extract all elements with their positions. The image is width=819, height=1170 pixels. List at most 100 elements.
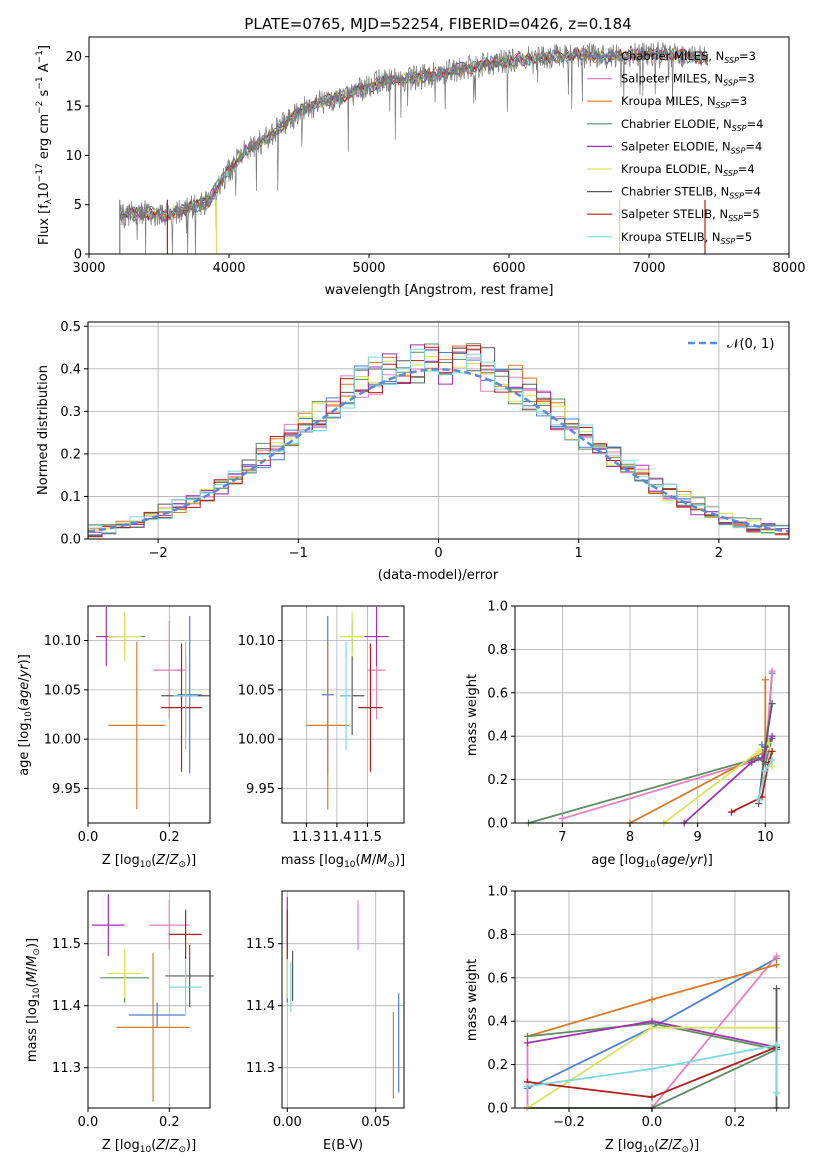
weight-point-marker — [761, 676, 769, 684]
xtick-label: 11.5 — [353, 830, 382, 845]
ytick-label: 10.00 — [238, 733, 275, 748]
weight-z-xlabel: Z [log10(Z/Z⊙)] — [605, 1138, 699, 1155]
legend-label: Kroupa ELODIE, NSSP=4 — [621, 162, 755, 178]
weight-point-marker — [773, 961, 781, 969]
ytick-label: 10.10 — [238, 634, 275, 649]
age-vs-mass-panel: 11.3 11.4 11.5 9.95 10.00 10.05 10.10 mass [lo… — [238, 605, 405, 870]
ytick-label: 0.0 — [487, 1102, 508, 1117]
weight-series-line — [562, 671, 773, 820]
ytick-label: 0.2 — [487, 1058, 508, 1073]
weight-point-marker — [558, 815, 566, 823]
ytick-label: 1.0 — [487, 600, 508, 615]
ytick-label: 0.2 — [487, 773, 508, 788]
ytick-label: 9.95 — [52, 782, 81, 797]
weight-point-marker — [648, 1024, 656, 1032]
ytick-label: 0.2 — [60, 447, 81, 462]
legend-label: Salpeter STELIB, NSSP=5 — [621, 207, 760, 223]
ytick-label: 10.05 — [44, 683, 81, 698]
xtick-label: 0.2 — [159, 1115, 180, 1130]
xtick-label: 0.2 — [159, 830, 180, 845]
xtick-label: −0.2 — [553, 1115, 585, 1130]
age-mass-xlabel: mass [log10(M/M⊙)] — [281, 853, 405, 870]
legend-label: Salpeter MILES, NSSP=3 — [621, 72, 755, 88]
ytick-label: 0.0 — [60, 533, 81, 548]
weight-point-marker — [648, 1065, 656, 1073]
weight-point-marker — [523, 1032, 531, 1040]
xtick-label: 6000 — [492, 261, 525, 276]
ytick-label: 11.3 — [52, 1061, 81, 1076]
spectrum-panel: 3000 4000 5000 6000 7000 8000 0 5 10 15 20 wavelen… — [35, 36, 806, 298]
weight-point-marker — [523, 1039, 531, 1047]
weight-point-marker — [748, 758, 756, 766]
xtick-label: 0.00 — [273, 1115, 302, 1130]
ytick-label: 10.10 — [44, 634, 81, 649]
xtick-label: 1 — [575, 546, 583, 561]
ytick-label: 0.6 — [487, 686, 508, 701]
ytick-label: 11.4 — [246, 999, 275, 1014]
ytick-label: 1.0 — [487, 885, 508, 900]
weight-point-marker — [755, 795, 763, 803]
xtick-label: 8000 — [772, 261, 805, 276]
ytick-label: 0 — [74, 248, 82, 263]
normal-curve — [87, 368, 790, 533]
xtick-label: 3000 — [72, 261, 105, 276]
ytick-label: 0.8 — [487, 928, 508, 943]
weight-point-marker — [648, 1017, 656, 1025]
ytick-label: 0.4 — [60, 362, 81, 377]
figure-title: PLATE=0765, MJD=52254, FIBERID=0426, z=0… — [244, 15, 631, 33]
weight-vs-z-panel: −0.2 0.0 0.2 0.0 0.2 0.4 0.6 0.8 1.0 Z [log10(Z/… — [465, 885, 790, 1155]
legend-label: Kroupa MILES, NSSP=3 — [621, 94, 747, 110]
ytick-label: 15 — [65, 100, 82, 115]
xtick-label: 5000 — [352, 261, 385, 276]
xtick-label: 9 — [694, 830, 702, 845]
weight-point-marker — [761, 767, 769, 775]
weight-point-marker — [768, 756, 776, 764]
ytick-label: 0.8 — [487, 643, 508, 658]
xtick-label: −1 — [289, 546, 308, 561]
residual-legend: 𝒩(0, 1) — [688, 337, 774, 352]
xtick-label: 11.4 — [322, 830, 351, 845]
ytick-label: 10.05 — [238, 683, 275, 698]
age-vs-z-panel: 0.0 0.2 9.95 10.00 10.05 10.10 Z [log10(Z/Z⊙)… — [17, 605, 211, 870]
legend-label: Salpeter ELODIE, NSSP=4 — [621, 139, 762, 155]
xtick-label: 0.0 — [78, 830, 99, 845]
weight-point-marker — [768, 700, 776, 708]
ytick-label: 0.1 — [60, 490, 81, 505]
weight-point-marker — [761, 743, 769, 751]
weight-point-marker — [648, 996, 656, 1003]
mass-vs-ebv-panel: 0.00 0.05 11.3 11.4 11.5 E(B-V) — [246, 890, 405, 1153]
xtick-label: −2 — [149, 546, 168, 561]
weight-series-line — [731, 751, 773, 813]
xtick-label: 0.2 — [725, 1115, 746, 1130]
mass-vs-z-panel: 0.0 0.2 11.3 11.4 11.5 Z [log10(Z/Z⊙)] mass … — [25, 890, 215, 1155]
ytick-label: 10 — [65, 149, 82, 164]
xtick-label: 4000 — [212, 261, 245, 276]
weight-point-marker — [768, 763, 776, 771]
weight-point-marker — [773, 1041, 781, 1049]
ytick-label: 11.5 — [246, 937, 275, 952]
residual-histogram — [88, 345, 789, 538]
residual-histogram — [88, 348, 789, 534]
weight-point-marker — [523, 1082, 531, 1090]
ytick-label: 20 — [65, 50, 82, 65]
xtick-label: 11.3 — [292, 830, 321, 845]
weight-point-marker — [768, 732, 776, 740]
ytick-label: 11.5 — [52, 937, 81, 952]
ytick-label: 11.3 — [246, 1061, 275, 1076]
residual-legend-label: 𝒩(0, 1) — [727, 337, 774, 352]
legend-label: Chabrier ELODIE, NSSP=4 — [621, 117, 763, 133]
xtick-label: 2 — [715, 546, 723, 561]
xtick-label: 8 — [626, 830, 634, 845]
weight-age-xlabel: age [log10(age/yr)] — [591, 853, 713, 870]
mass-z-xlabel: Z [log10(Z/Z⊙)] — [102, 1138, 196, 1155]
ytick-label: 0.0 — [487, 817, 508, 832]
ytick-label: 0.4 — [487, 1015, 508, 1030]
residual-ylabel: Normed distribution — [36, 365, 51, 495]
xtick-label: 7 — [558, 830, 566, 845]
xtick-label: 7000 — [632, 261, 665, 276]
xtick-label: 0 — [434, 546, 442, 561]
weight-point-marker — [773, 985, 781, 993]
spectrum-legend: Chabrier MILES, NSSP=3 Salpeter MILES, NS… — [587, 49, 763, 246]
xtick-label: 0.0 — [642, 1115, 663, 1130]
